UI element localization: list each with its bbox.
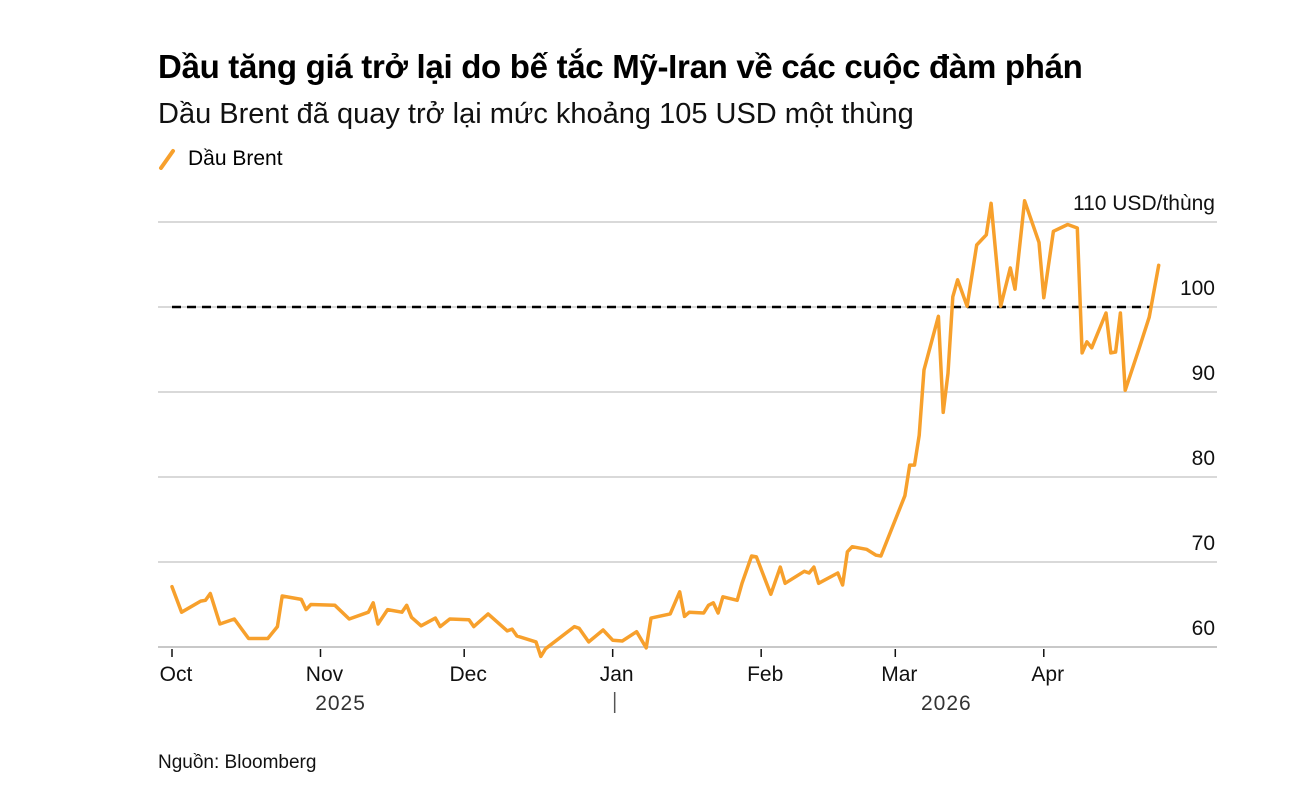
x-tick-label: Apr [1031, 663, 1064, 686]
x-tick-label: Mar [881, 663, 917, 686]
source-note: Nguồn: Bloomberg [158, 752, 317, 773]
x-tick-label: Feb [747, 663, 783, 686]
y-tick-label: 90 [1192, 362, 1215, 385]
chart-subtitle: Dầu Brent đã quay trở lại mức khoảng 105… [158, 98, 914, 130]
year-label: 2025 [315, 692, 366, 715]
chart-title: Dầu tăng giá trở lại do bế tắc Mỹ-Iran v… [158, 48, 1083, 85]
y-tick-label: 70 [1192, 532, 1215, 555]
x-tick-label: Oct [160, 663, 193, 686]
y-tick-label: 80 [1192, 447, 1215, 470]
legend-line-icon [159, 149, 175, 170]
x-tick-label: Dec [450, 663, 487, 686]
y-tick-label: 100 [1180, 277, 1215, 300]
legend-label: Dầu Brent [188, 147, 283, 170]
legend: Dầu Brent [158, 147, 283, 171]
x-tick-label: Jan [600, 663, 634, 686]
y-tick-label: 110 USD/thùng [1073, 192, 1215, 215]
series-line-brent [170, 199, 1161, 659]
x-tick-label: Nov [306, 663, 344, 686]
y-tick-label: 60 [1192, 617, 1215, 640]
year-label: 2026 [921, 692, 972, 715]
